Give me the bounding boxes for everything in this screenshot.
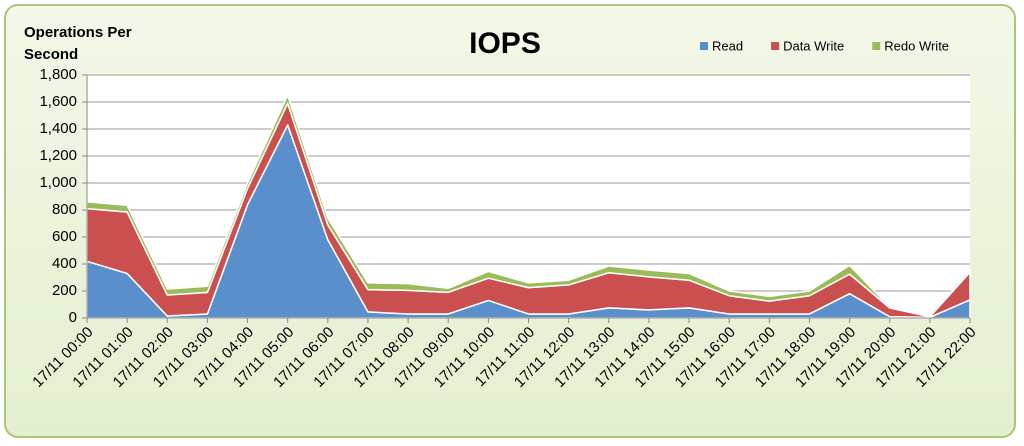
area [86, 94, 971, 318]
y-tick-label: 400 [52, 255, 77, 272]
y-tick-label: 1,600 [39, 93, 77, 110]
legend-label: Read [712, 38, 743, 53]
y-tick-label: 0 [69, 309, 77, 326]
legend-label: Redo Write [884, 38, 949, 53]
legend-swatch [771, 42, 780, 50]
y-tick-label: 1,800 [39, 66, 77, 83]
legend-swatch [700, 42, 708, 50]
y-tick-label: 1,200 [39, 147, 77, 164]
y-tick-label: 800 [52, 201, 77, 218]
y-tick-label: 200 [52, 282, 77, 299]
y-tick-label: 1,000 [39, 174, 77, 191]
y-tick-label: 600 [52, 228, 77, 245]
y-tick-label: 1,400 [39, 120, 77, 137]
y-axis-label: Operations Per Second [24, 24, 132, 63]
chart-title: IOPS [469, 27, 541, 60]
legend-swatch [872, 42, 881, 50]
legend-label: Data Write [783, 38, 844, 53]
